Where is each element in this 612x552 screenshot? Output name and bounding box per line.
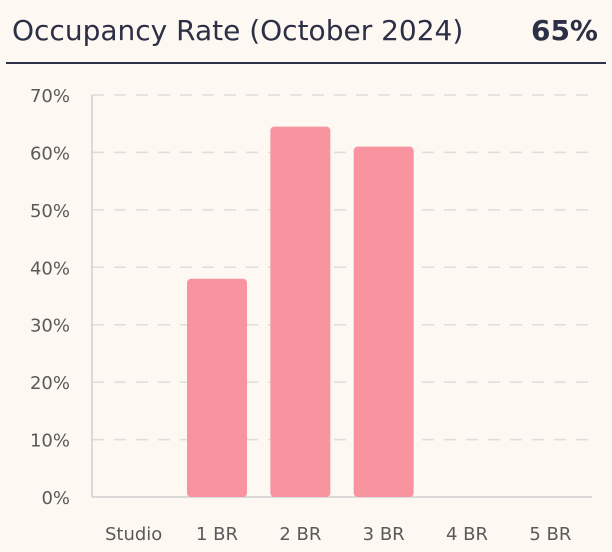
bar [187, 278, 247, 497]
kpi-value: 65% [530, 14, 598, 47]
y-tick-label: 0% [41, 488, 70, 509]
y-tick-label: 50% [30, 201, 70, 222]
chart-title: Occupancy Rate (October 2024) [12, 14, 464, 47]
x-tick-label: 3 BR [363, 524, 405, 545]
card-header: Occupancy Rate (October 2024) 65% [6, 0, 606, 64]
y-tick-label: 20% [30, 373, 70, 394]
x-tick-label: 5 BR [529, 524, 571, 545]
y-tick-label: 60% [30, 143, 70, 164]
x-tick-label: 2 BR [279, 524, 321, 545]
x-tick-label: 4 BR [446, 524, 488, 545]
x-tick-label: 1 BR [196, 524, 238, 545]
y-tick-label: 40% [30, 258, 70, 279]
y-tick-label: 30% [30, 316, 70, 337]
y-tick-label: 70% [30, 86, 70, 107]
bar [270, 126, 331, 497]
bar [353, 146, 414, 497]
x-tick-label: Studio [105, 524, 162, 545]
y-tick-label: 10% [30, 431, 70, 452]
